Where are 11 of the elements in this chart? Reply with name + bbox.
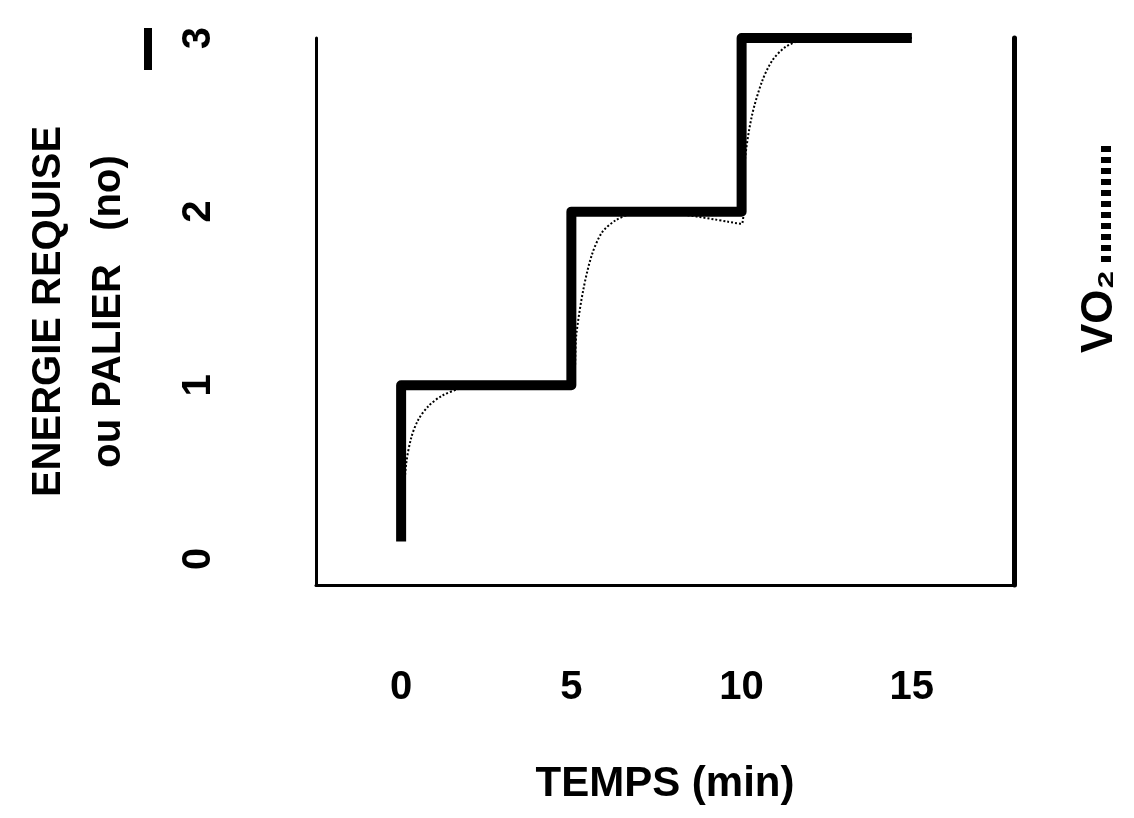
y-tick-label: 1 <box>174 374 218 397</box>
x-tick-label: 5 <box>560 663 583 707</box>
x-axis-title: TEMPS (min) <box>535 757 795 805</box>
y-tick-label: 3 <box>174 26 218 50</box>
x-tick-label: 0 <box>390 663 413 707</box>
y-tick-label: 0 <box>174 547 218 571</box>
y-axis-title: ENERGIE REQUISE ou PALIER (no) <box>24 125 128 498</box>
y-tick-label: 2 <box>174 200 218 223</box>
y2-axis-title: VO₂ <box>1071 269 1121 354</box>
x-tick-label: 15 <box>889 663 935 707</box>
x-tick-label: 10 <box>719 663 764 707</box>
